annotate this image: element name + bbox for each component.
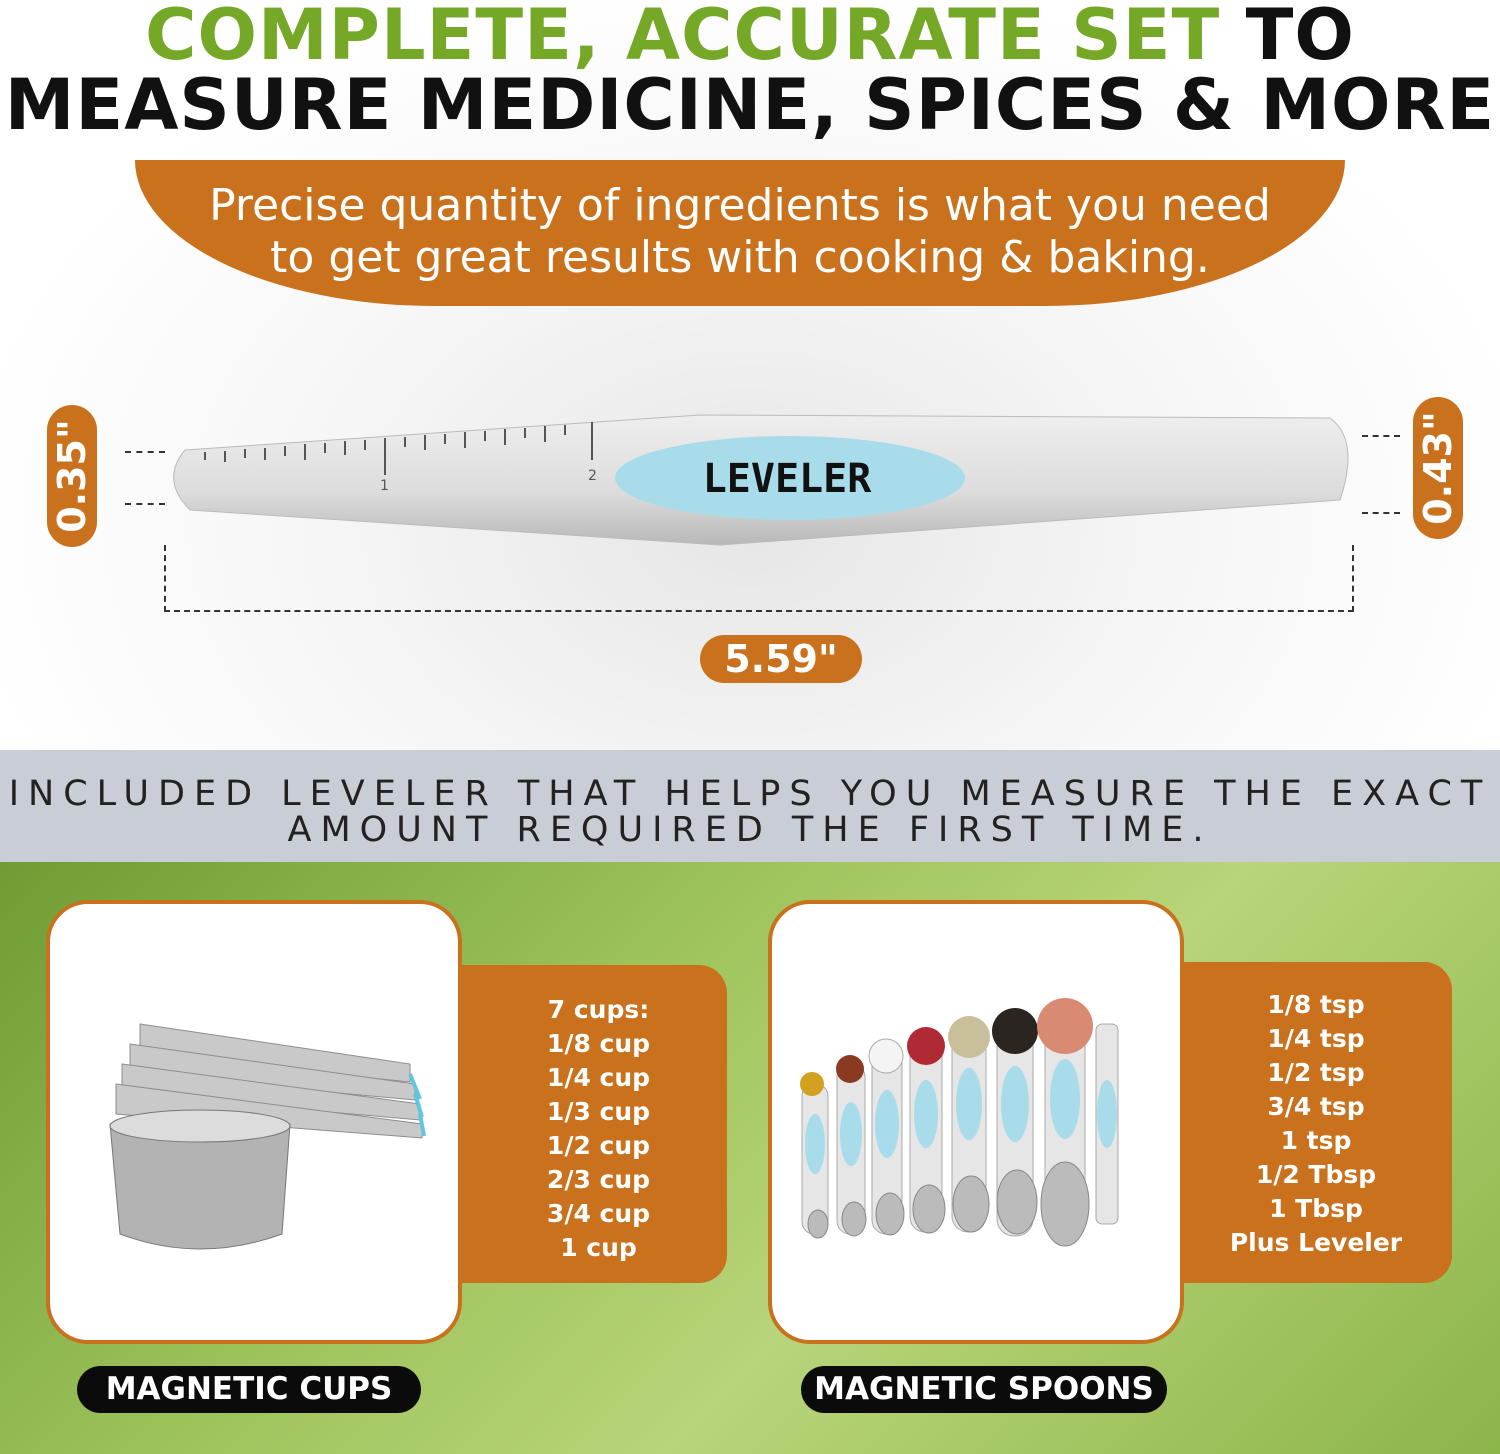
- hero-section: [0, 0, 1500, 750]
- measuring-spoons-image: [800, 998, 1119, 1247]
- cups-card: [46, 900, 462, 1344]
- height-left-badge: 0.35": [47, 405, 97, 547]
- height-right-badge: 0.43": [1413, 397, 1463, 539]
- scale-mark: 1: [380, 478, 389, 494]
- spoons-card: [768, 900, 1184, 1344]
- length-dim-line: [164, 545, 1354, 612]
- scale-mark: 2: [588, 468, 597, 484]
- spoons-size-panel: 1/8 tsp 1/4 tsp 1/2 tsp 3/4 tsp 1 tsp 1/2 Tbs…: [1150, 962, 1452, 1283]
- ruler-ticks: [204, 422, 593, 475]
- dim-line: [1362, 512, 1400, 514]
- intro-banner: Precise quantity of ingredients is what …: [135, 160, 1345, 306]
- dim-line: [125, 503, 165, 505]
- leveler-label: LEVELER: [703, 456, 872, 502]
- measuring-cups-image: [109, 1023, 426, 1250]
- dim-line: [1362, 435, 1400, 437]
- dim-line: [125, 451, 165, 453]
- cups-size-panel: 7 cups: 1/8 cup 1/4 cup 1/3 cup 1/2 cup 2/3 …: [430, 965, 727, 1283]
- headline-line2: MEASURE MEDICINE, SPICES & MORE: [4, 64, 1496, 146]
- length-badge: 5.59": [700, 635, 862, 683]
- headline-line1: COMPLETE, ACCURATE SET TO: [145, 0, 1355, 76]
- leveler-image: 1 2 LEVELER: [173, 414, 1349, 546]
- leveler-caption-band: INCLUDED LEVELER THAT HELPS YOU MEASURE …: [0, 750, 1500, 862]
- magnetic-cups-label: MAGNETIC CUPS: [77, 1366, 421, 1413]
- magnetic-spoons-label: MAGNETIC SPOONS: [801, 1366, 1167, 1413]
